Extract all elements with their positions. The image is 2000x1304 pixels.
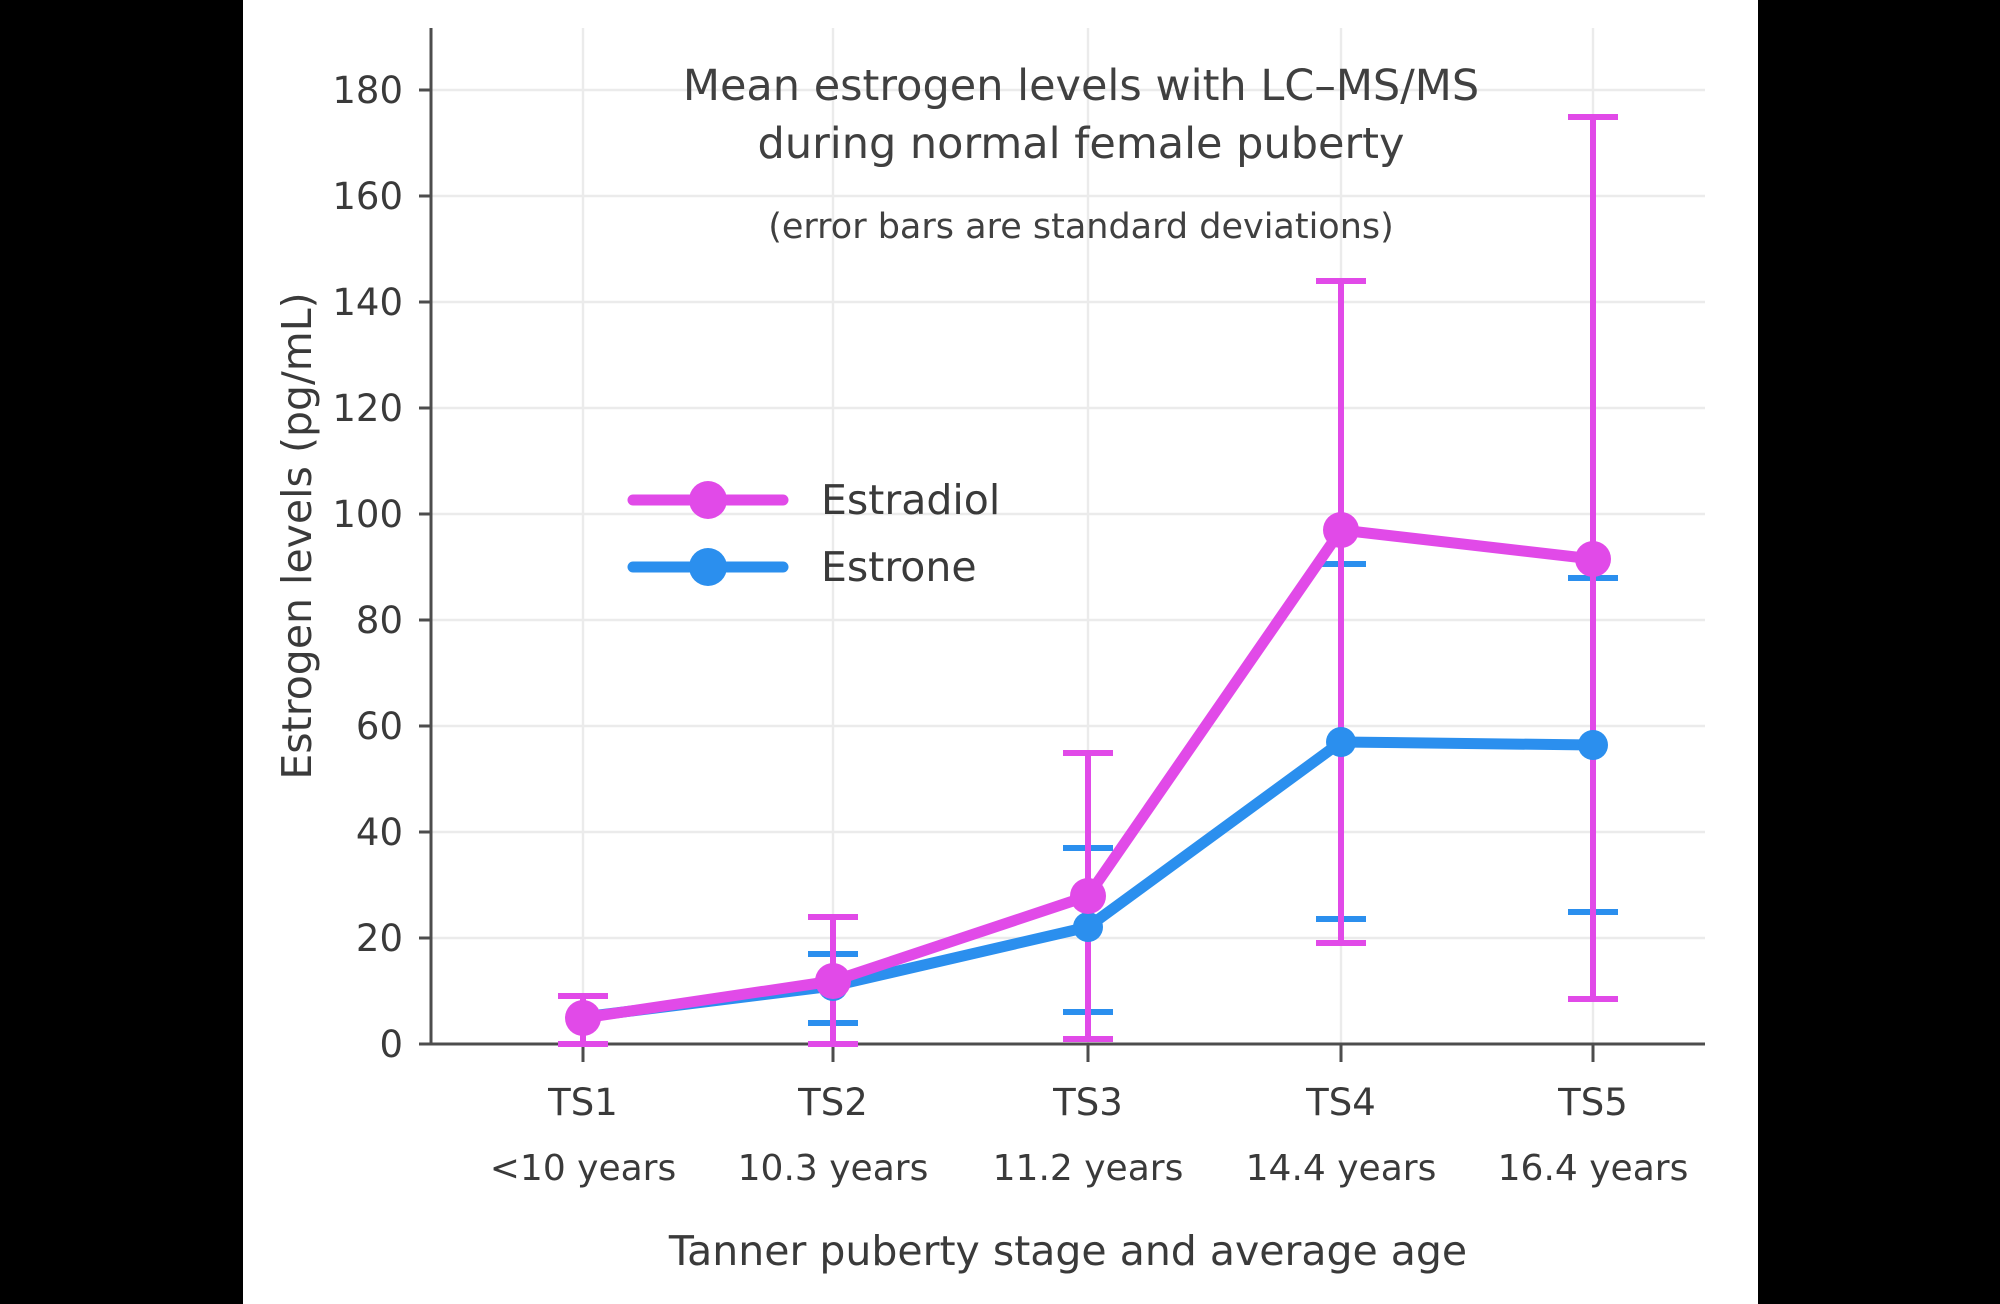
x-tick-label-stage: TS5	[1557, 1081, 1628, 1124]
legend-item-estrone[interactable]: Estrone	[627, 543, 977, 591]
x-tick-label-age: 11.2 years	[993, 1148, 1184, 1189]
chart-subtitle: (error bars are standard deviations)	[768, 207, 1394, 247]
y-tick-label: 0	[379, 1023, 403, 1066]
estrone-point-ts5	[1578, 730, 1608, 760]
chart-legend: Estradiol Estrone	[627, 476, 1000, 591]
estrone-point-ts4	[1326, 727, 1356, 757]
estradiol-point-ts2	[815, 963, 851, 999]
y-tick-marks	[419, 88, 431, 1046]
y-tick-label: 180	[332, 69, 403, 112]
y-tick-label: 140	[332, 281, 403, 324]
y-tick-label: 80	[356, 599, 403, 642]
x-tick-sublabels: <10 years 10.3 years 11.2 years 14.4 yea…	[490, 1148, 1689, 1189]
y-tick-label: 20	[356, 917, 403, 960]
legend-label-estrone: Estrone	[821, 543, 977, 591]
y-tick-label: 40	[356, 811, 403, 854]
estrone-point-ts3	[1073, 912, 1103, 942]
estradiol-markers	[565, 512, 1611, 1036]
y-axis-title: Estrogen levels (pg/mL)	[273, 292, 321, 779]
legend-swatch-marker-estradiol	[689, 481, 727, 519]
chart-figure: 0 20 40 60 80 100 120 140 160 180	[243, 0, 1758, 1304]
x-tick-label-stage: TS2	[797, 1081, 868, 1124]
chart-title-line-1: Mean estrogen levels with LC–MS/MS	[683, 61, 1479, 111]
estrogen-line-chart: 0 20 40 60 80 100 120 140 160 180	[243, 0, 1758, 1304]
y-tick-labels: 0 20 40 60 80 100 120 140 160 180	[332, 69, 403, 1066]
y-tick-label: 60	[356, 705, 403, 748]
estradiol-point-ts5	[1575, 541, 1611, 577]
estradiol-point-ts4	[1323, 512, 1359, 548]
plot-background	[243, 0, 1758, 1304]
y-tick-label: 100	[332, 493, 403, 536]
x-tick-labels: TS1 TS2 TS3 TS4 TS5	[547, 1081, 1628, 1124]
horizontal-gridlines	[431, 88, 1705, 1046]
x-axis-title: Tanner puberty stage and average age	[668, 1227, 1467, 1275]
legend-item-estradiol[interactable]: Estradiol	[627, 476, 1000, 524]
y-tick-label: 120	[332, 387, 403, 430]
x-tick-label-stage: TS4	[1305, 1081, 1376, 1124]
estradiol-point-ts3	[1070, 878, 1106, 914]
x-tick-label-age: 16.4 years	[1498, 1148, 1689, 1189]
x-tick-label-age: 10.3 years	[738, 1148, 929, 1189]
legend-swatch-marker-estrone	[689, 548, 727, 586]
x-tick-label-stage: TS1	[547, 1081, 618, 1124]
y-tick-label: 160	[332, 175, 403, 218]
legend-label-estradiol: Estradiol	[821, 476, 1000, 524]
x-tick-label-stage: TS3	[1052, 1081, 1123, 1124]
x-tick-label-age: <10 years	[490, 1148, 677, 1189]
x-tick-label-age: 14.4 years	[1246, 1148, 1437, 1189]
estradiol-point-ts1	[565, 1000, 601, 1036]
chart-title-line-2: during normal female puberty	[758, 119, 1405, 169]
